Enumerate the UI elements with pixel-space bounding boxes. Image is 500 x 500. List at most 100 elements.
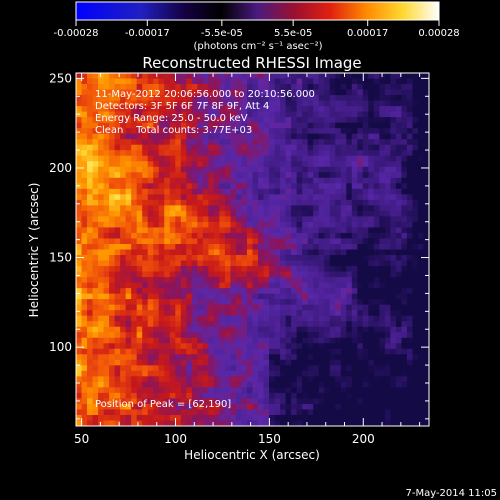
heatmap-cell bbox=[164, 89, 171, 96]
heatmap-cell bbox=[109, 403, 116, 411]
heatmap-cell bbox=[219, 199, 226, 206]
heatmap-cell bbox=[417, 282, 425, 289]
heatmap-cell bbox=[169, 177, 176, 184]
heatmap-cell bbox=[280, 89, 287, 96]
heatmap-cell bbox=[368, 343, 375, 350]
heatmap-cell bbox=[92, 84, 99, 91]
heatmap-cell bbox=[269, 359, 276, 366]
heatmap-cell bbox=[136, 177, 143, 184]
heatmap-cell bbox=[142, 221, 149, 229]
heatmap-cell bbox=[81, 188, 88, 195]
heatmap-cell bbox=[280, 216, 287, 223]
heatmap-cell bbox=[136, 326, 143, 333]
heatmap-cell bbox=[197, 194, 204, 201]
heatmap-cell bbox=[131, 299, 138, 306]
heatmap-cell bbox=[379, 321, 386, 328]
heatmap-cell bbox=[302, 348, 309, 355]
heatmap-cell bbox=[395, 144, 403, 151]
heatmap-cell bbox=[269, 161, 276, 168]
heatmap-cell bbox=[175, 420, 182, 426]
heatmap-cell bbox=[175, 89, 182, 96]
heatmap-cell bbox=[180, 348, 187, 355]
heatmap-cell bbox=[213, 95, 221, 102]
heatmap-cell bbox=[191, 255, 198, 262]
heatmap-cell bbox=[197, 139, 204, 146]
heatmap-cell bbox=[213, 337, 221, 344]
heatmap-cell bbox=[252, 376, 259, 383]
heatmap-cell bbox=[142, 139, 149, 146]
heatmap-cell bbox=[241, 243, 248, 251]
heatmap-cell bbox=[291, 177, 298, 184]
heatmap-cell bbox=[197, 288, 204, 295]
heatmap-cell bbox=[401, 122, 408, 129]
heatmap-cell bbox=[158, 414, 165, 422]
heatmap-cell bbox=[136, 161, 143, 168]
heatmap-cell bbox=[169, 128, 176, 135]
heatmap-cell bbox=[175, 299, 182, 306]
heatmap-cell bbox=[175, 166, 182, 173]
heatmap-cell bbox=[202, 409, 209, 416]
heatmap-cell bbox=[296, 221, 303, 229]
heatmap-cell bbox=[191, 150, 198, 157]
heatmap-cell bbox=[269, 365, 276, 372]
heatmap-cell bbox=[384, 232, 391, 240]
heatmap-cell bbox=[230, 166, 237, 173]
heatmap-cell bbox=[362, 348, 369, 355]
heatmap-cell bbox=[109, 359, 116, 366]
heatmap-cell bbox=[191, 343, 198, 350]
heatmap-cell bbox=[153, 403, 160, 411]
heatmap-cell bbox=[219, 420, 226, 426]
heatmap-cell bbox=[219, 321, 226, 328]
heatmap-cell bbox=[191, 199, 198, 206]
heatmap-cell bbox=[285, 84, 292, 91]
heatmap-cell bbox=[285, 260, 292, 267]
heatmap-cell bbox=[417, 359, 425, 366]
heatmap-cell bbox=[263, 89, 270, 96]
heatmap-cell bbox=[175, 376, 182, 383]
heatmap-cell bbox=[241, 199, 248, 206]
heatmap-cell bbox=[307, 332, 314, 339]
heatmap-cell bbox=[373, 73, 380, 80]
heatmap-cell bbox=[191, 387, 198, 394]
heatmap-cell bbox=[362, 359, 369, 366]
heatmap-cell bbox=[92, 166, 99, 173]
heatmap-cell bbox=[318, 381, 325, 388]
heatmap-cell bbox=[285, 172, 292, 179]
heatmap-cell bbox=[390, 144, 397, 151]
heatmap-cell bbox=[131, 315, 138, 322]
heatmap-cell bbox=[340, 409, 347, 416]
heatmap-cell bbox=[285, 271, 292, 278]
heatmap-cell bbox=[274, 89, 281, 96]
heatmap-cell bbox=[351, 216, 358, 223]
heatmap-cell bbox=[373, 177, 380, 184]
heatmap-cell bbox=[291, 210, 298, 218]
heatmap-cell bbox=[76, 128, 83, 135]
heatmap-cell bbox=[362, 172, 369, 179]
heatmap-cell bbox=[169, 365, 176, 372]
heatmap-cell bbox=[390, 117, 397, 124]
heatmap-cell bbox=[186, 337, 193, 344]
heatmap-cell bbox=[346, 304, 353, 311]
heatmap-cell bbox=[269, 348, 276, 355]
heatmap-cell bbox=[109, 392, 116, 400]
heatmap-cell bbox=[186, 106, 193, 113]
heatmap-cell bbox=[76, 210, 83, 218]
heatmap-cell bbox=[285, 243, 292, 251]
heatmap-cell bbox=[136, 139, 143, 146]
heatmap-cell bbox=[263, 78, 270, 85]
heatmap-cell bbox=[92, 348, 99, 355]
heatmap-cell bbox=[76, 73, 83, 80]
heatmap-cell bbox=[109, 249, 116, 256]
heatmap-cell bbox=[296, 194, 303, 201]
heatmap-cell bbox=[362, 337, 369, 344]
heatmap-cell bbox=[230, 343, 237, 350]
heatmap-cell bbox=[274, 370, 281, 377]
heatmap-cell bbox=[285, 199, 292, 206]
heatmap-cell bbox=[274, 111, 281, 118]
heatmap-cell bbox=[357, 348, 364, 355]
heatmap-cell bbox=[114, 117, 121, 124]
heatmap-cell bbox=[296, 403, 303, 411]
heatmap-cell bbox=[368, 282, 375, 289]
heatmap-cell bbox=[335, 282, 342, 289]
heatmap-cell bbox=[252, 166, 259, 173]
